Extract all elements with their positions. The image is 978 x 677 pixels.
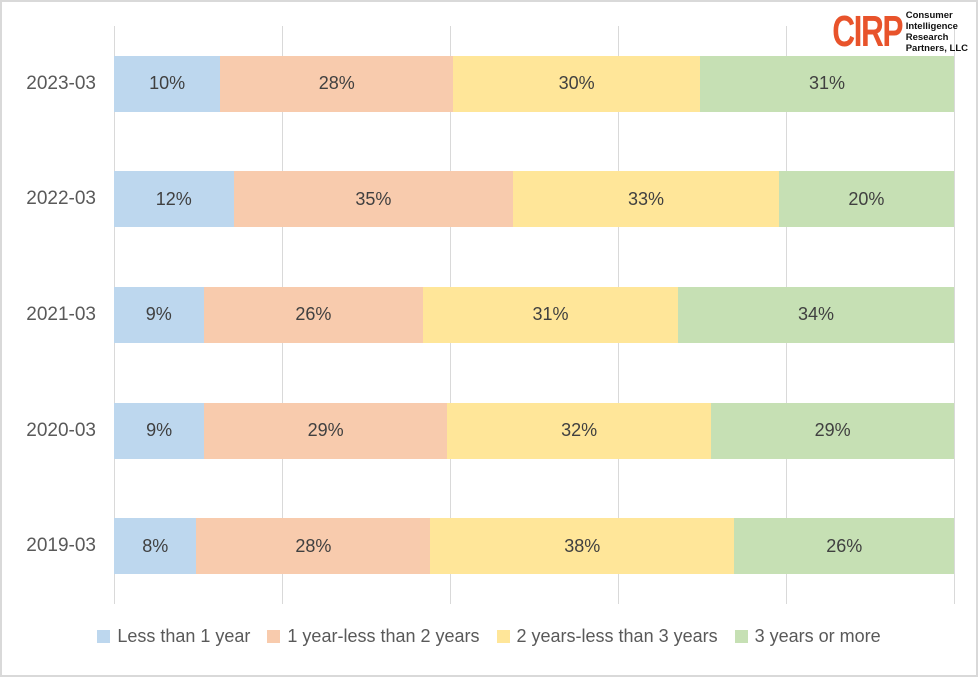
category-label-2021-03: 2021-03: [26, 303, 96, 325]
bar-segment: 28%: [220, 55, 454, 112]
bar-segment: 28%: [196, 518, 431, 575]
category-label-2020-03: 2020-03: [26, 419, 96, 441]
cirp-logo-brand: CIRP: [831, 6, 903, 56]
cirp-tagline-line: Research: [905, 32, 949, 44]
legend: Less than 1 year 1 year-less than 2 years…: [2, 626, 976, 647]
stacked-bar-2021-03: 9% 26% 31% 34%: [114, 286, 954, 343]
bar-segment: 38%: [430, 518, 735, 575]
legend-label: 1 year-less than 2 years: [287, 626, 480, 646]
bar-segment: 9%: [114, 286, 204, 343]
category-label-2019-03: 2019-03: [26, 535, 96, 557]
cirp-tagline-line: Partners, LLC: [905, 43, 968, 55]
legend-label: Less than 1 year: [117, 626, 251, 646]
bar-segment: 29%: [711, 402, 955, 459]
stacked-bar-2023-03: 10% 28% 30% 31%: [114, 55, 955, 112]
plot-area: 10% 28% 30% 31% 12% 35% 33% 20% 9% 26% 31% 34% 9% 29%…: [113, 26, 955, 604]
legend-marker-icon: [496, 630, 510, 643]
bar-segment: 30%: [453, 55, 701, 112]
bar-segment: 32%: [447, 402, 712, 459]
bar-segment: 10%: [114, 55, 221, 112]
legend-item: 3 years or more: [734, 626, 881, 647]
bar-segment: 20%: [778, 171, 954, 228]
cirp-tagline-line: Intelligence: [905, 21, 958, 33]
bar-segment: 26%: [203, 286, 424, 343]
stacked-bar-2020-03: 9% 29% 32% 29%: [114, 402, 955, 459]
bar-segment: 35%: [233, 171, 514, 228]
cirp-tagline-line: Consumer: [905, 10, 953, 21]
legend-label: 3 years or more: [754, 626, 881, 646]
gridline-100: [953, 26, 955, 604]
y-axis-labels: 2023-03 2022-03 2021-03 2020-03 2019-03: [2, 26, 114, 604]
legend-marker-icon: [734, 630, 748, 643]
category-label-2023-03: 2023-03: [26, 72, 96, 94]
legend-marker-icon: [97, 630, 111, 643]
category-label-2022-03: 2022-03: [26, 188, 96, 210]
bar-segment: 33%: [513, 171, 779, 228]
bar-segment: 29%: [204, 402, 447, 459]
legend-item: Less than 1 year: [97, 626, 250, 647]
bar-segment: 26%: [734, 518, 954, 575]
bar-band-2021-03: 9% 26% 31% 34%: [114, 257, 954, 373]
bar-band-2022-03: 12% 35% 33% 20%: [114, 142, 954, 258]
stacked-bar-2019-03: 8% 28% 38% 26%: [114, 518, 954, 575]
bar-segment: 34%: [677, 286, 954, 343]
bar-segment: 31%: [700, 55, 955, 112]
bar-band-2023-03: 10% 28% 30% 31%: [114, 26, 955, 142]
bar-segment: 12%: [114, 171, 234, 228]
bar-segment: 8%: [114, 518, 197, 575]
bar-band-2019-03: 8% 28% 38% 26%: [114, 488, 954, 604]
legend-label: 2 years-less than 3 years: [516, 626, 718, 646]
legend-marker-icon: [267, 630, 281, 643]
legend-item: 2 years-less than 3 years: [496, 626, 718, 647]
cirp-logo: CIRP Consumer Intelligence Research Part…: [805, 6, 968, 56]
bar-band-2020-03: 9% 29% 32% 29%: [114, 373, 955, 489]
legend-item: 1 year-less than 2 years: [267, 626, 480, 647]
cirp-logo-tagline: Consumer Intelligence Research Partners,…: [906, 10, 968, 54]
bar-rows: 10% 28% 30% 31% 12% 35% 33% 20% 9% 26% 31% 34% 9% 29%…: [114, 26, 955, 604]
bar-segment: 9%: [114, 402, 205, 459]
stacked-bar-2022-03: 12% 35% 33% 20%: [114, 171, 954, 228]
bar-segment: 31%: [423, 286, 678, 343]
